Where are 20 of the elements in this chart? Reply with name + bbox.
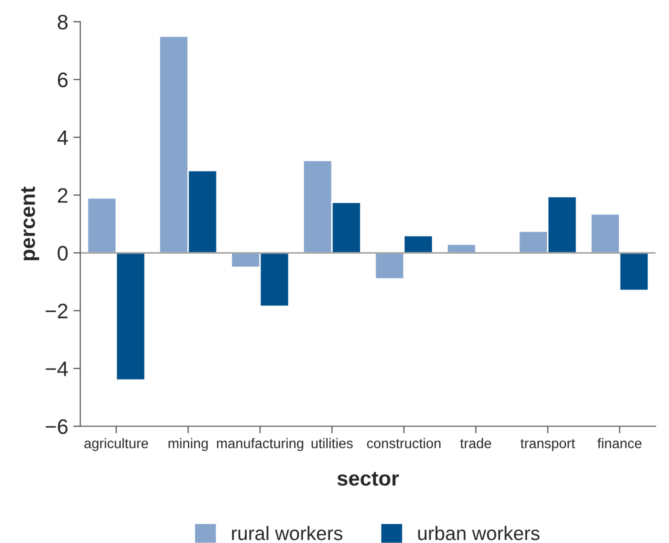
x-axis-title: sector	[337, 472, 399, 486]
x-tick-label: mining	[168, 438, 208, 452]
x-tick-label: agriculture	[84, 438, 148, 452]
y-tick-label: 2	[58, 188, 68, 203]
x-tick-label: manufacturing	[216, 438, 304, 452]
y-axis-title: percent	[21, 186, 40, 260]
y-tick-label: −4	[46, 362, 68, 376]
legend-label: urban workers	[418, 526, 540, 540]
x-tick-label: utilities	[312, 438, 353, 448]
x-tick-label: construction	[367, 438, 440, 448]
y-tick-label: −2	[46, 304, 68, 318]
y-tick-label: 6	[58, 72, 68, 88]
legend-label: rural workers	[232, 526, 342, 540]
y-tick-label: 0	[58, 246, 68, 261]
y-tick-label: 4	[57, 130, 68, 145]
x-tick-label: trade	[460, 438, 492, 448]
x-tick-label: finance	[597, 438, 642, 448]
x-tick-label: transport	[520, 439, 576, 452]
y-tick-label: 8	[58, 14, 68, 30]
y-tick-label: −6	[46, 419, 68, 434]
